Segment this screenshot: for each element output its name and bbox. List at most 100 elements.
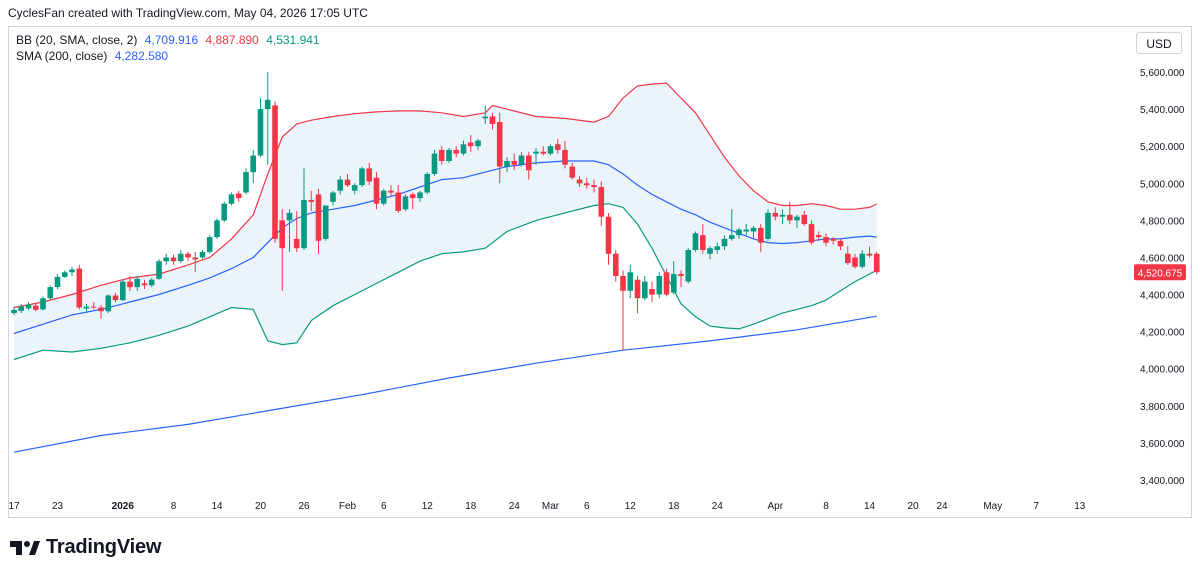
candle-body: [634, 279, 641, 299]
x-tick-label: 26: [298, 501, 310, 512]
candle-body: [18, 306, 24, 311]
candle: [127, 276, 133, 291]
candle: [134, 276, 140, 291]
candle-body: [127, 281, 133, 288]
candle-body: [308, 200, 314, 202]
candle-body: [134, 278, 140, 288]
candle-body: [76, 268, 83, 308]
candle-body: [569, 166, 576, 178]
candle-body: [279, 220, 285, 249]
candle: [772, 207, 779, 221]
candle: [120, 279, 126, 302]
candle-body: [214, 220, 220, 238]
candle-body: [721, 238, 728, 247]
bb-legend[interactable]: BB (20, SMA, close, 2) 4,709.916 4,887.8…: [16, 33, 324, 47]
candle-body: [794, 216, 800, 221]
candle-body: [642, 281, 648, 299]
candle: [613, 250, 619, 282]
candle: [787, 201, 793, 225]
candle: [98, 304, 104, 319]
candle: [823, 233, 829, 247]
candle-body: [801, 214, 808, 225]
sma-legend-label: SMA (200, close): [16, 49, 108, 63]
candle: [112, 292, 119, 302]
candle-body: [852, 257, 858, 267]
candle: [526, 151, 532, 180]
x-tick-label: 18: [668, 501, 680, 512]
candle: [671, 261, 677, 295]
candle: [250, 149, 256, 184]
x-tick-label: May: [983, 501, 1002, 512]
candle-body: [286, 212, 293, 221]
candle: [91, 301, 97, 310]
x-tick-label: 2026: [112, 501, 135, 512]
currency-button[interactable]: USD: [1136, 32, 1182, 54]
candle: [18, 303, 24, 314]
candle-body: [736, 229, 742, 236]
candle-body: [787, 214, 793, 221]
x-tick-label: 14: [211, 501, 223, 512]
x-tick-label: 12: [625, 501, 637, 512]
bb-lower-line: [13, 203, 878, 361]
candle-body: [700, 235, 706, 250]
candle: [453, 146, 459, 158]
y-tick-label: 5,400.000: [1140, 105, 1185, 116]
candle: [156, 259, 162, 280]
candle-body: [163, 257, 169, 262]
candle-body: [293, 238, 300, 249]
candle: [351, 183, 358, 195]
candle: [714, 242, 721, 254]
candle: [511, 153, 517, 171]
candle-body: [402, 196, 409, 210]
candle-body: [373, 177, 380, 204]
x-tick-label: 13: [1074, 501, 1086, 512]
candle: [438, 146, 445, 165]
candle-body: [511, 161, 517, 165]
candle: [380, 188, 387, 206]
bb-upper-line: [13, 82, 878, 309]
candle-body: [482, 116, 488, 119]
candle-body: [467, 142, 474, 147]
candle-body: [613, 253, 619, 276]
candle: [163, 253, 169, 265]
x-tick-label: 23: [52, 501, 64, 512]
y-tick-label: 3,600.000: [1140, 439, 1185, 450]
candle-body: [714, 246, 721, 250]
candle: [569, 162, 576, 180]
candle: [315, 188, 322, 254]
bb-upper-value: 4,887.890: [205, 33, 259, 47]
candle-body: [33, 305, 39, 310]
candle-body: [322, 205, 329, 239]
candle-body: [562, 149, 568, 165]
candle: [301, 168, 307, 251]
candle: [214, 218, 220, 239]
candle-body: [409, 194, 416, 199]
candle-body: [272, 105, 278, 239]
candle-body: [170, 257, 177, 262]
candle: [409, 192, 416, 210]
candle: [337, 175, 343, 195]
candle-body: [584, 183, 590, 186]
candle-body: [475, 140, 481, 147]
y-tick-label: 4,600.000: [1140, 254, 1185, 265]
candle-body: [417, 192, 423, 199]
candle: [562, 140, 568, 169]
tradingview-logo[interactable]: TradingView: [10, 536, 161, 559]
candle-body: [837, 240, 844, 247]
candle: [692, 231, 699, 252]
candle-body: [91, 306, 97, 308]
sma-legend[interactable]: SMA (200, close) 4,282.580: [16, 49, 172, 63]
candle-body: [315, 194, 322, 241]
x-tick-label: 6: [381, 501, 387, 512]
candle: [707, 246, 713, 260]
candle: [221, 201, 227, 223]
candle-body: [337, 179, 343, 191]
candle: [808, 220, 815, 245]
candle: [359, 166, 365, 187]
candle-body: [380, 190, 387, 204]
candle: [257, 97, 264, 158]
candle: [228, 192, 235, 206]
candle: [417, 190, 423, 202]
candle: [47, 285, 54, 301]
